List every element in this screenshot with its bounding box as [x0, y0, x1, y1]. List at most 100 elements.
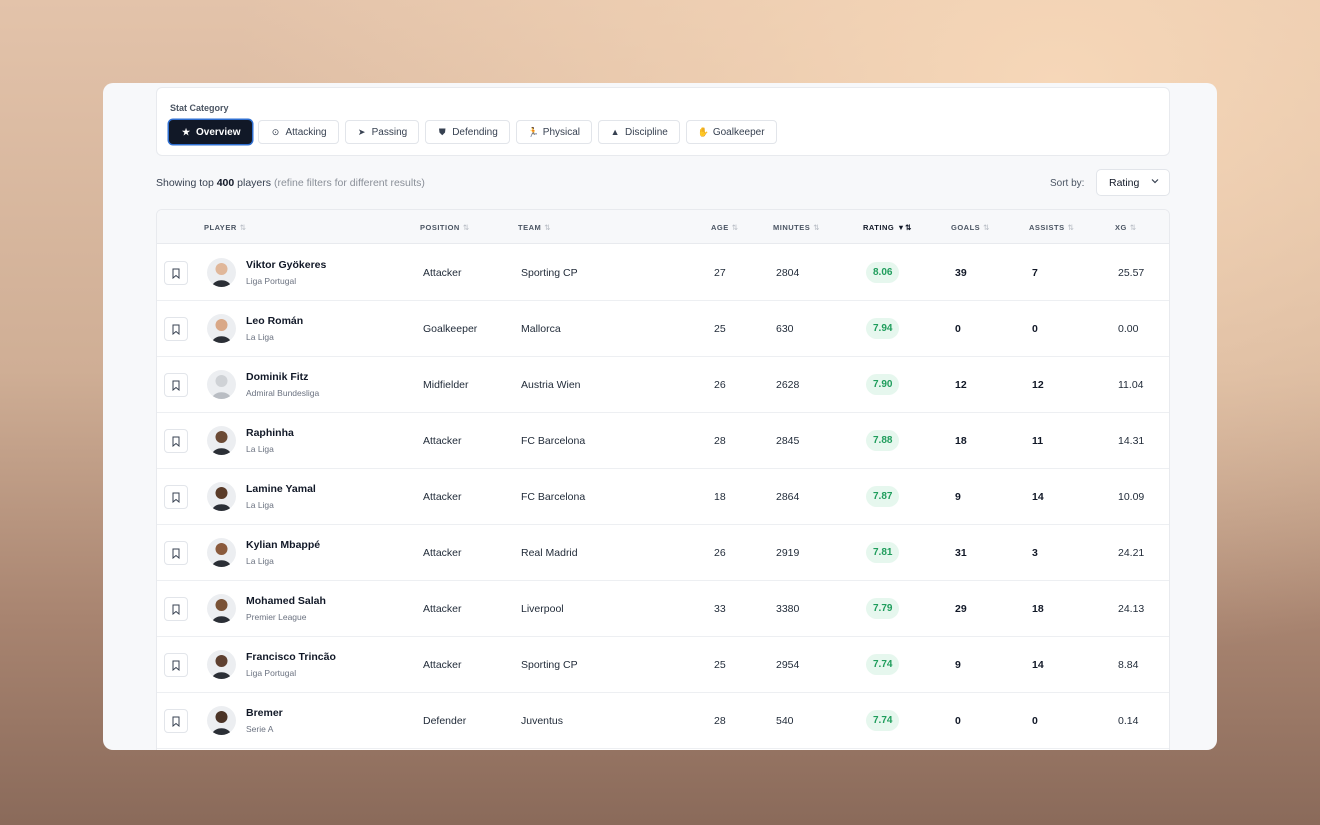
chip-label: Discipline — [625, 126, 668, 138]
player-xg: 0.00 — [1118, 323, 1139, 335]
player-goals: 0 — [955, 323, 961, 335]
player-league: La Liga — [246, 444, 274, 454]
rating-badge: 7.74 — [866, 710, 900, 731]
table-row[interactable]: Dominik Fitz Admiral Bundesliga Midfielder… — [157, 357, 1169, 413]
player-assists: 12 — [1032, 379, 1044, 391]
player-name[interactable]: Leo Román — [246, 315, 304, 327]
table-row[interactable]: Francisco Trincão Liga Portugal Attacker Sp… — [157, 637, 1169, 693]
table-row[interactable]: Leo Román La Liga Goalkeeper Mallorca 25 630 7… — [157, 301, 1169, 357]
column-header-player[interactable]: PLAYER ⇅ — [204, 223, 247, 232]
table-row[interactable]: Bremer Serie A Defender Juventus 28 540 7.74 0 0… — [157, 693, 1169, 749]
player-position: Attacker — [423, 547, 462, 559]
player-name[interactable]: Bremer — [246, 707, 283, 719]
table-row[interactable]: Lamine Yamal La Liga Attacker FC Barcelona 1… — [157, 469, 1169, 525]
column-header-age[interactable]: AGE ⇅ — [711, 223, 739, 232]
player-age: 25 — [714, 659, 726, 671]
player-goals: 9 — [955, 659, 961, 671]
player-age: 33 — [714, 603, 726, 615]
shield-icon: ⛊ — [438, 126, 446, 137]
bookmark-icon — [172, 436, 180, 447]
rating-badge: 7.94 — [866, 318, 900, 339]
warning-icon: ▲ — [610, 127, 620, 137]
bookmark-button[interactable] — [164, 709, 188, 733]
column-header-xg[interactable]: XG ⇅ — [1115, 223, 1137, 232]
player-league: Serie A — [246, 724, 274, 734]
column-header-rating[interactable]: RATING ▼⇅ — [863, 223, 912, 232]
player-xg: 0.14 — [1118, 715, 1139, 727]
avatar — [207, 370, 236, 399]
player-position: Attacker — [423, 659, 462, 671]
chip-label: Physical — [542, 126, 581, 138]
chip-attacking[interactable]: ⊙ Attacking — [258, 120, 339, 144]
player-team: FC Barcelona — [521, 491, 586, 503]
player-minutes: 2919 — [776, 547, 800, 559]
chip-overview[interactable]: ★ Overview — [169, 120, 253, 144]
send-icon: ➤ — [357, 126, 366, 137]
player-minutes: 540 — [776, 715, 794, 727]
bookmark-icon — [172, 268, 180, 279]
bookmark-button[interactable] — [164, 597, 188, 621]
player-name[interactable]: Francisco Trincão — [246, 651, 336, 663]
sort-value: Rating — [1109, 176, 1140, 189]
player-assists: 14 — [1032, 659, 1044, 671]
bookmark-button[interactable] — [164, 485, 188, 509]
bookmark-icon — [172, 716, 180, 727]
rating-badge: 7.81 — [866, 542, 900, 563]
bookmark-button[interactable] — [164, 653, 188, 677]
player-position: Attacker — [423, 435, 462, 447]
table-row[interactable]: Raphinha La Liga Attacker FC Barcelona 28 284… — [157, 413, 1169, 469]
table-row[interactable]: Kylian Mbappé La Liga Attacker Real Madrid 2… — [157, 525, 1169, 581]
players-table: PLAYER ⇅ POSITION ⇅ TEAM ⇅ AGE ⇅ MINUTES ⇅ RA… — [156, 209, 1170, 750]
bookmark-button[interactable] — [164, 429, 188, 453]
app-window: Stat Category ★ Overview ⊙ Attacking ➤ Passin… — [103, 83, 1217, 750]
column-header-team[interactable]: TEAM ⇅ — [518, 223, 552, 232]
player-xg: 11.04 — [1118, 379, 1144, 391]
player-name[interactable]: Raphinha — [246, 427, 294, 439]
player-name[interactable]: Kylian Mbappé — [246, 539, 321, 551]
chip-label: Passing — [371, 126, 408, 138]
bookmark-button[interactable] — [164, 317, 188, 341]
table-row[interactable]: Mohamed Salah Premier League Attacker Liver… — [157, 581, 1169, 637]
bookmark-button[interactable] — [164, 541, 188, 565]
summary-prefix: Showing top — [156, 177, 214, 189]
player-age: 18 — [714, 491, 726, 503]
player-league: Admiral Bundesliga — [246, 388, 320, 398]
player-minutes: 630 — [776, 323, 794, 335]
player-xg: 24.21 — [1118, 547, 1145, 559]
chip-passing[interactable]: ➤ Passing — [344, 120, 420, 144]
avatar — [207, 314, 236, 343]
bookmark-button[interactable] — [164, 261, 188, 285]
column-header-assists[interactable]: ASSISTS ⇅ — [1029, 223, 1075, 232]
column-header-position[interactable]: POSITION ⇅ — [420, 223, 470, 232]
rating-badge: 7.90 — [866, 374, 900, 395]
column-header-minutes[interactable]: MINUTES ⇅ — [773, 223, 821, 232]
chip-physical[interactable]: 🏃 Physical — [515, 120, 593, 144]
player-name[interactable]: Viktor Gyökeres — [246, 259, 327, 271]
chip-goalkeeper[interactable]: ✋ Goalkeeper — [685, 120, 777, 144]
bookmark-icon — [172, 492, 180, 503]
player-league: Liga Portugal — [246, 276, 297, 286]
player-name[interactable]: Lamine Yamal — [246, 483, 316, 495]
table-header: PLAYER ⇅ POSITION ⇅ TEAM ⇅ AGE ⇅ MINUTES ⇅ RA… — [157, 210, 1169, 244]
table-row[interactable]: Viktor Gyökeres Liga Portugal Attacker Spor… — [157, 245, 1169, 301]
results-summary: Showing top 400 players (refine filters … — [156, 177, 425, 189]
bookmark-button[interactable] — [164, 373, 188, 397]
player-xg: 25.57 — [1118, 267, 1145, 279]
column-header-goals[interactable]: GOALS ⇅ — [951, 223, 990, 232]
target-icon: ⊙ — [271, 126, 280, 137]
player-assists: 7 — [1032, 267, 1038, 279]
rating-badge: 7.79 — [866, 598, 900, 619]
player-name[interactable]: Mohamed Salah — [246, 595, 326, 607]
player-assists: 11 — [1032, 435, 1044, 447]
player-position: Midfielder — [423, 379, 469, 391]
player-name[interactable]: Dominik Fitz — [246, 371, 309, 383]
player-assists: 0 — [1032, 715, 1038, 727]
chip-discipline[interactable]: ▲ Discipline — [598, 120, 680, 144]
sort-select[interactable]: Rating — [1096, 169, 1170, 196]
star-icon: ★ — [181, 126, 191, 137]
player-goals: 0 — [955, 715, 961, 727]
player-age: 26 — [714, 379, 726, 391]
chip-defending[interactable]: ⛊ Defending — [425, 120, 510, 144]
player-league: La Liga — [246, 332, 274, 342]
player-league: Premier League — [246, 612, 307, 622]
